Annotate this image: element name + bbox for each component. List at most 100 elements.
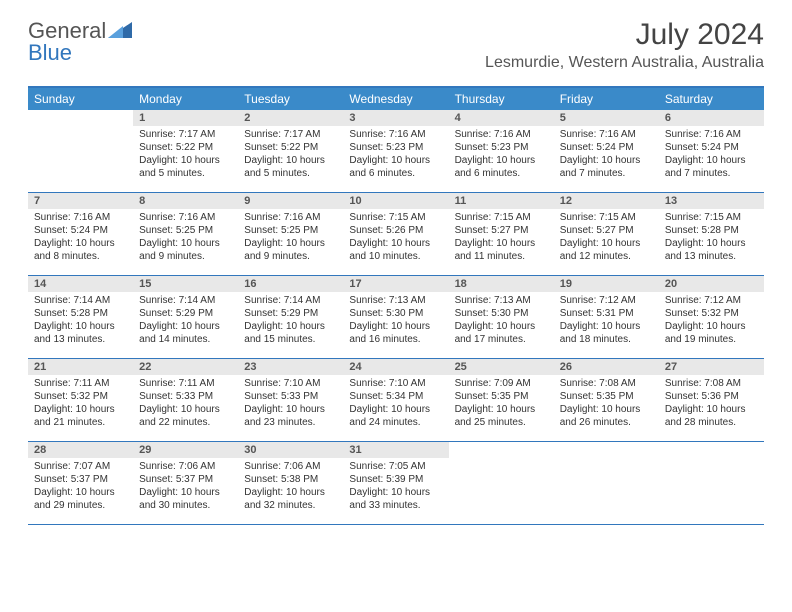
daylight-text-2: and 11 minutes. xyxy=(455,250,548,263)
daylight-text-2: and 29 minutes. xyxy=(34,499,127,512)
sunset-text: Sunset: 5:25 PM xyxy=(139,224,232,237)
cell-body: Sunrise: 7:08 AMSunset: 5:35 PMDaylight:… xyxy=(554,375,659,433)
daylight-text-2: and 28 minutes. xyxy=(665,416,758,429)
calendar-cell: 23Sunrise: 7:10 AMSunset: 5:33 PMDayligh… xyxy=(238,359,343,441)
logo: GeneralBlue xyxy=(28,18,132,66)
daylight-text-2: and 18 minutes. xyxy=(560,333,653,346)
cell-body: Sunrise: 7:15 AMSunset: 5:26 PMDaylight:… xyxy=(343,209,448,267)
month-title: July 2024 xyxy=(485,18,764,52)
sunset-text: Sunset: 5:22 PM xyxy=(139,141,232,154)
day-number: 2 xyxy=(238,110,343,126)
cell-body: Sunrise: 7:13 AMSunset: 5:30 PMDaylight:… xyxy=(343,292,448,350)
cell-body: Sunrise: 7:08 AMSunset: 5:36 PMDaylight:… xyxy=(659,375,764,433)
sunset-text: Sunset: 5:31 PM xyxy=(560,307,653,320)
daylight-text-2: and 13 minutes. xyxy=(665,250,758,263)
logo-text-blue: Blue xyxy=(28,40,106,66)
sunset-text: Sunset: 5:36 PM xyxy=(665,390,758,403)
sunset-text: Sunset: 5:38 PM xyxy=(244,473,337,486)
daylight-text-1: Daylight: 10 hours xyxy=(349,320,442,333)
day-number: 10 xyxy=(343,193,448,209)
sunset-text: Sunset: 5:30 PM xyxy=(349,307,442,320)
cell-body: Sunrise: 7:14 AMSunset: 5:29 PMDaylight:… xyxy=(133,292,238,350)
calendar: Sunday Monday Tuesday Wednesday Thursday… xyxy=(28,86,764,525)
sunset-text: Sunset: 5:27 PM xyxy=(560,224,653,237)
sunset-text: Sunset: 5:24 PM xyxy=(560,141,653,154)
sunrise-text: Sunrise: 7:16 AM xyxy=(349,128,442,141)
daylight-text-2: and 10 minutes. xyxy=(349,250,442,263)
sunset-text: Sunset: 5:23 PM xyxy=(349,141,442,154)
calendar-cell: 20Sunrise: 7:12 AMSunset: 5:32 PMDayligh… xyxy=(659,276,764,358)
calendar-cell: 30Sunrise: 7:06 AMSunset: 5:38 PMDayligh… xyxy=(238,442,343,524)
daylight-text-1: Daylight: 10 hours xyxy=(665,154,758,167)
daylight-text-2: and 21 minutes. xyxy=(34,416,127,429)
cell-body: Sunrise: 7:16 AMSunset: 5:23 PMDaylight:… xyxy=(343,126,448,184)
daylight-text-1: Daylight: 10 hours xyxy=(349,154,442,167)
sunrise-text: Sunrise: 7:14 AM xyxy=(34,294,127,307)
day-number: 6 xyxy=(659,110,764,126)
cell-body: Sunrise: 7:16 AMSunset: 5:25 PMDaylight:… xyxy=(238,209,343,267)
cell-body: Sunrise: 7:17 AMSunset: 5:22 PMDaylight:… xyxy=(133,126,238,184)
cell-body: Sunrise: 7:14 AMSunset: 5:29 PMDaylight:… xyxy=(238,292,343,350)
daylight-text-2: and 7 minutes. xyxy=(665,167,758,180)
calendar-cell: 15Sunrise: 7:14 AMSunset: 5:29 PMDayligh… xyxy=(133,276,238,358)
cell-body: Sunrise: 7:07 AMSunset: 5:37 PMDaylight:… xyxy=(28,458,133,516)
daylight-text-1: Daylight: 10 hours xyxy=(665,237,758,250)
sunset-text: Sunset: 5:34 PM xyxy=(349,390,442,403)
day-number: 4 xyxy=(449,110,554,126)
dayname-friday: Friday xyxy=(554,88,659,110)
day-number: 31 xyxy=(343,442,448,458)
daylight-text-1: Daylight: 10 hours xyxy=(34,403,127,416)
calendar-cell: 17Sunrise: 7:13 AMSunset: 5:30 PMDayligh… xyxy=(343,276,448,358)
daylight-text-2: and 13 minutes. xyxy=(34,333,127,346)
sunrise-text: Sunrise: 7:15 AM xyxy=(349,211,442,224)
cell-body: Sunrise: 7:16 AMSunset: 5:24 PMDaylight:… xyxy=(554,126,659,184)
calendar-cell: 12Sunrise: 7:15 AMSunset: 5:27 PMDayligh… xyxy=(554,193,659,275)
calendar-cell: 11Sunrise: 7:15 AMSunset: 5:27 PMDayligh… xyxy=(449,193,554,275)
sunrise-text: Sunrise: 7:13 AM xyxy=(349,294,442,307)
cell-body: Sunrise: 7:09 AMSunset: 5:35 PMDaylight:… xyxy=(449,375,554,433)
sunset-text: Sunset: 5:33 PM xyxy=(139,390,232,403)
calendar-cell: 13Sunrise: 7:15 AMSunset: 5:28 PMDayligh… xyxy=(659,193,764,275)
week-row: 7Sunrise: 7:16 AMSunset: 5:24 PMDaylight… xyxy=(28,193,764,276)
daylight-text-1: Daylight: 10 hours xyxy=(455,154,548,167)
day-number: 8 xyxy=(133,193,238,209)
day-number: 25 xyxy=(449,359,554,375)
daylight-text-2: and 6 minutes. xyxy=(455,167,548,180)
sunset-text: Sunset: 5:24 PM xyxy=(665,141,758,154)
sunset-text: Sunset: 5:28 PM xyxy=(665,224,758,237)
day-number: 19 xyxy=(554,276,659,292)
daylight-text-2: and 6 minutes. xyxy=(349,167,442,180)
daylight-text-2: and 25 minutes. xyxy=(455,416,548,429)
sunrise-text: Sunrise: 7:06 AM xyxy=(244,460,337,473)
calendar-cell: 28Sunrise: 7:07 AMSunset: 5:37 PMDayligh… xyxy=(28,442,133,524)
sunrise-text: Sunrise: 7:12 AM xyxy=(560,294,653,307)
sunrise-text: Sunrise: 7:11 AM xyxy=(139,377,232,390)
daylight-text-1: Daylight: 10 hours xyxy=(139,237,232,250)
cell-body: Sunrise: 7:16 AMSunset: 5:24 PMDaylight:… xyxy=(28,209,133,267)
dayname-row: Sunday Monday Tuesday Wednesday Thursday… xyxy=(28,88,764,110)
sunrise-text: Sunrise: 7:10 AM xyxy=(349,377,442,390)
sunset-text: Sunset: 5:32 PM xyxy=(665,307,758,320)
day-number: 14 xyxy=(28,276,133,292)
cell-body: Sunrise: 7:06 AMSunset: 5:37 PMDaylight:… xyxy=(133,458,238,516)
calendar-cell: 9Sunrise: 7:16 AMSunset: 5:25 PMDaylight… xyxy=(238,193,343,275)
calendar-cell: 29Sunrise: 7:06 AMSunset: 5:37 PMDayligh… xyxy=(133,442,238,524)
sunrise-text: Sunrise: 7:17 AM xyxy=(244,128,337,141)
cell-body: Sunrise: 7:06 AMSunset: 5:38 PMDaylight:… xyxy=(238,458,343,516)
week-row: 28Sunrise: 7:07 AMSunset: 5:37 PMDayligh… xyxy=(28,442,764,525)
cell-body: Sunrise: 7:16 AMSunset: 5:25 PMDaylight:… xyxy=(133,209,238,267)
daylight-text-2: and 30 minutes. xyxy=(139,499,232,512)
sunrise-text: Sunrise: 7:16 AM xyxy=(139,211,232,224)
calendar-cell: 2Sunrise: 7:17 AMSunset: 5:22 PMDaylight… xyxy=(238,110,343,192)
daylight-text-1: Daylight: 10 hours xyxy=(139,486,232,499)
sunset-text: Sunset: 5:26 PM xyxy=(349,224,442,237)
cell-body: Sunrise: 7:16 AMSunset: 5:23 PMDaylight:… xyxy=(449,126,554,184)
day-number: 17 xyxy=(343,276,448,292)
logo-triangle-icon xyxy=(108,22,132,43)
daylight-text-2: and 5 minutes. xyxy=(139,167,232,180)
daylight-text-1: Daylight: 10 hours xyxy=(560,237,653,250)
cell-body: Sunrise: 7:13 AMSunset: 5:30 PMDaylight:… xyxy=(449,292,554,350)
sunset-text: Sunset: 5:29 PM xyxy=(244,307,337,320)
day-number: 9 xyxy=(238,193,343,209)
sunrise-text: Sunrise: 7:07 AM xyxy=(34,460,127,473)
